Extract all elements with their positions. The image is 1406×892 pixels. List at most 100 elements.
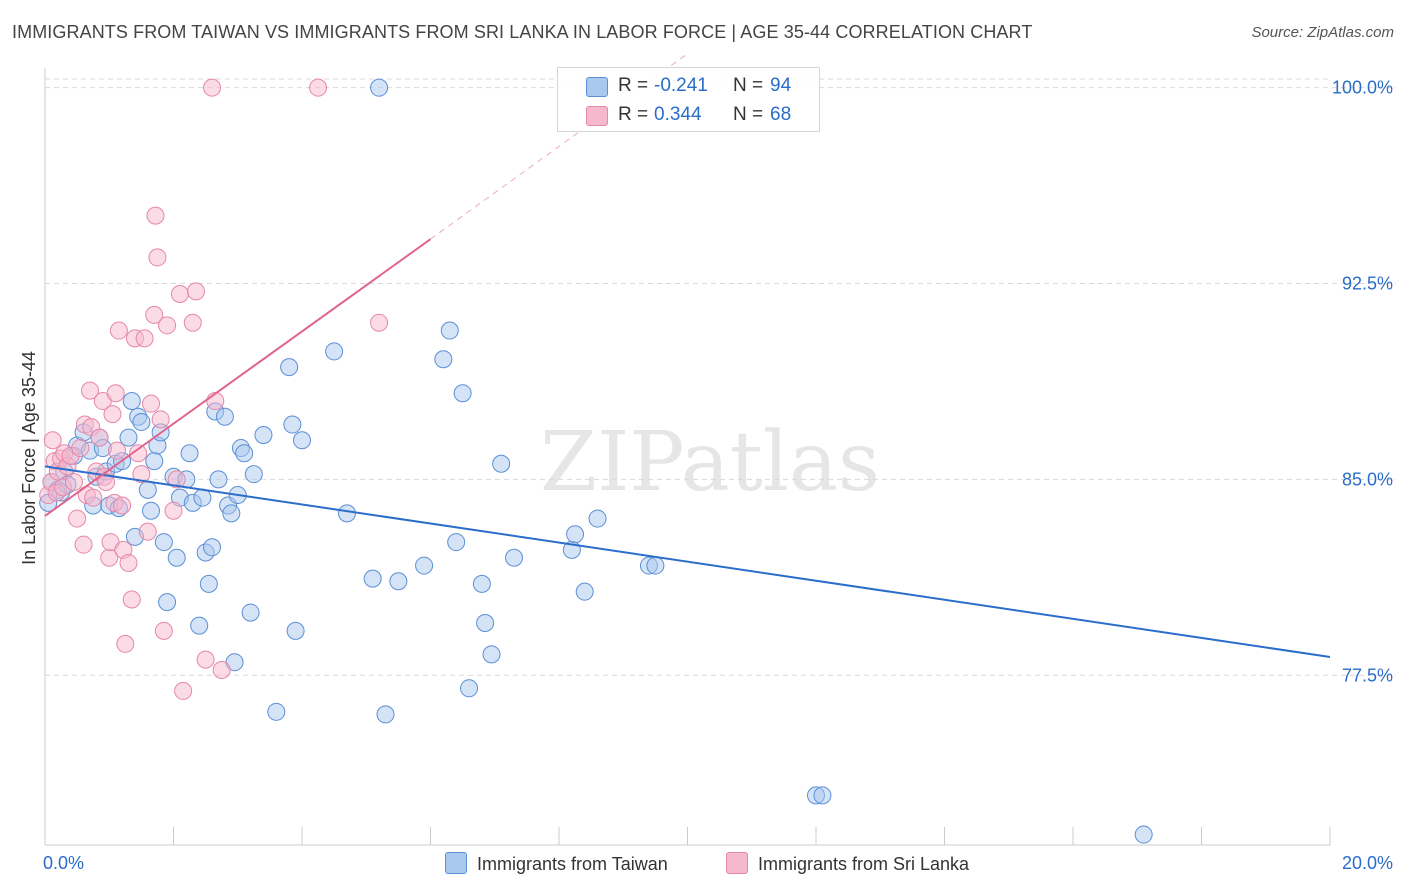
point-srilanka [129,444,148,463]
trend-line-srilanka [44,238,432,517]
axes [44,68,1331,846]
legend-item-taiwan: Immigrants from Taiwan [445,852,668,875]
point-taiwan [142,501,161,520]
point-srilanka [132,465,151,484]
point-srilanka [138,522,157,541]
data-points [39,78,1153,844]
point-taiwan [122,392,141,411]
point-srilanka [151,410,170,429]
point-taiwan [193,488,212,507]
point-srilanka [164,501,183,520]
point-srilanka [103,405,122,424]
point-srilanka [68,509,87,528]
y-tick-label: 77.5% [1342,665,1393,685]
point-srilanka [109,321,128,340]
y-tick-label: 85.0% [1342,469,1393,489]
point-taiwan [389,572,408,591]
point-srilanka [309,78,328,97]
point-taiwan [376,705,395,724]
source-credit: Source: ZipAtlas.com [1251,24,1394,41]
point-taiwan [267,702,286,721]
point-taiwan [566,525,585,544]
n-label: N = [733,75,764,96]
point-srilanka [116,634,135,653]
point-taiwan [119,428,138,447]
point-taiwan [434,350,453,369]
y-tick-label: 92.5% [1342,274,1393,294]
point-taiwan [222,504,241,523]
taiwan-swatch [586,77,608,97]
point-taiwan [241,603,260,622]
point-taiwan [154,533,173,552]
axis-labels: 77.5% 85.0% 92.5% 100.0% 0.0% 20.0% In Labor F… [19,78,1393,873]
n-label: N = [733,104,764,125]
x-tick-label-max: 20.0% [1342,853,1393,873]
point-taiwan [199,574,218,593]
point-taiwan [280,358,299,377]
point-srilanka [183,313,202,332]
point-srilanka [142,394,161,413]
point-taiwan [415,556,434,575]
point-taiwan [190,616,209,635]
point-srilanka [74,535,93,554]
point-srilanka [167,470,186,489]
point-taiwan [476,614,495,633]
point-taiwan [286,621,305,640]
point-taiwan [813,786,832,805]
r-value: 0.344 [654,104,702,125]
point-taiwan [293,431,311,450]
x-tick-label-min: 0.0% [43,853,84,873]
point-taiwan [646,556,665,575]
point-taiwan [492,454,511,473]
point-srilanka [203,78,222,97]
point-srilanka [370,313,389,332]
point-srilanka [212,661,231,680]
point-taiwan [244,465,263,484]
chart-title: IMMIGRANTS FROM TAIWAN VS IMMIGRANTS FRO… [12,22,1033,42]
y-tick-label: 100.0% [1332,78,1393,98]
point-srilanka [135,329,154,348]
point-taiwan [203,538,222,557]
point-taiwan [505,548,524,567]
legend-item-srilanka: Immigrants from Sri Lanka [726,852,969,875]
point-taiwan [447,533,466,552]
legend-swatch-srilanka [726,852,748,874]
point-srilanka [80,381,99,400]
point-taiwan [180,444,199,463]
trend-lines [44,53,1331,658]
point-taiwan [132,412,151,431]
legend-label-taiwan: Immigrants from Taiwan [477,854,668,874]
gridlines [45,78,1396,676]
point-srilanka [122,590,141,609]
point-taiwan [138,480,157,499]
point-taiwan [440,321,459,340]
point-srilanka [154,621,173,640]
point-srilanka [71,439,90,458]
point-srilanka [113,496,132,515]
point-taiwan [460,679,479,698]
point-srilanka [97,473,116,492]
point-srilanka [43,431,62,450]
point-taiwan [370,78,389,97]
point-srilanka [84,488,103,507]
srilanka-swatch [586,106,608,126]
point-taiwan [363,569,382,588]
point-taiwan [209,470,228,489]
point-taiwan [337,504,356,523]
point-taiwan [283,415,302,434]
point-srilanka [186,282,205,301]
r-label: R = [618,104,649,125]
point-taiwan [453,384,472,403]
point-srilanka [145,305,164,324]
point-srilanka [64,473,83,492]
point-srilanka [196,650,215,669]
point-taiwan [235,444,254,463]
point-taiwan [254,425,273,444]
r-label: R = [618,75,649,96]
point-taiwan [158,593,177,612]
point-srilanka [148,248,167,267]
stats-row-srilanka: R = 0.344 N = 68 [558,102,819,130]
n-value: 68 [770,104,792,125]
stats-row-taiwan: R = -0.241 N = 94 [558,73,819,101]
